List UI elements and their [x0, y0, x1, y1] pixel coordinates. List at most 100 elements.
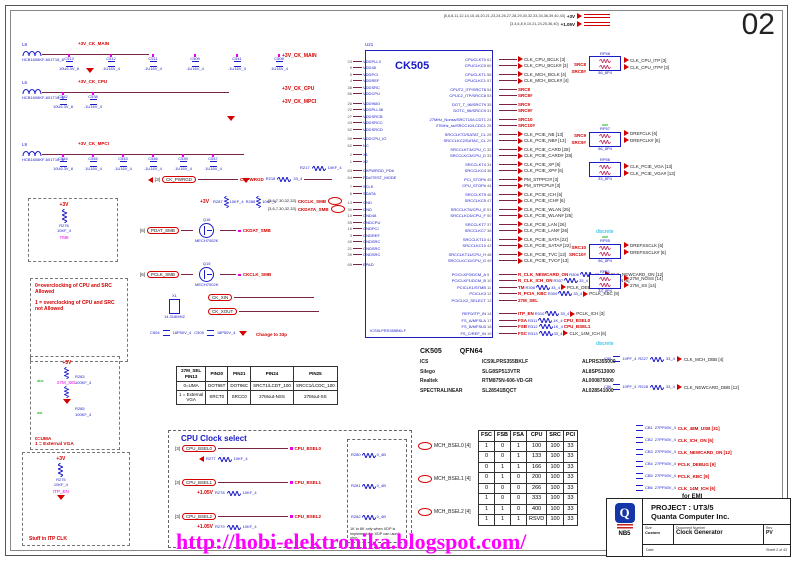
resistor-ref: R283	[75, 374, 85, 379]
cap-value: 18P50V_4	[172, 329, 192, 335]
ic-right-pin-row: PCICLK2_SELECT 13 27M_SEL	[398, 297, 790, 304]
pin-name: SRCCLKT2/SATAT_CL	[444, 131, 486, 137]
net-label: CLK_ICH_ON [6]	[677, 437, 714, 443]
net-label: R_CLK_ICH_ON	[518, 278, 553, 284]
pin-wire	[353, 263, 362, 265]
stuff-tag: use	[601, 121, 609, 127]
cap-ref: C509	[190, 55, 200, 61]
freq-table-cell: 0	[494, 493, 511, 505]
respack-ref: RP57	[599, 126, 610, 132]
resistor-ref: R276	[59, 223, 69, 228]
pin-number: 17	[487, 317, 492, 323]
pin-name: FS_A/MFSLA	[461, 317, 486, 323]
cap-value: .1U16V_4	[186, 65, 204, 71]
ground-icon	[56, 494, 65, 500]
sheet-number: 02	[741, 8, 775, 41]
pin-name: VDDPLL36	[363, 107, 384, 113]
freq-table-row: 1 0 0 333 100 33	[478, 493, 579, 505]
resistor-pack-icon	[589, 162, 621, 178]
freq-table-row: 0 1 1 166 100 33	[478, 461, 579, 473]
pin-table-header: PIN21	[227, 366, 252, 382]
pin-wire	[499, 65, 517, 67]
net-label: FSB	[518, 324, 527, 330]
resistor-value: 100KF_4	[75, 380, 92, 385]
blog-url-watermark[interactable]: http://hobi-elektronika.blogspot.com/	[176, 529, 527, 554]
pin-table-cell: 0=UMA	[175, 380, 207, 391]
sheet-ref: [6]	[140, 228, 146, 234]
vendor-name: SPECTRALINEAR	[420, 387, 463, 394]
freq-table-cell: 333	[525, 493, 548, 505]
arrow-icon	[624, 57, 629, 64]
pin-table-row: 0=UMA DOT96T DOT96C SRCT1/LCDT_100 SRCC1/LCD…	[175, 380, 338, 391]
capacitor-icon	[65, 60, 73, 67]
capacitor-icon	[613, 384, 621, 390]
net-label: CKDATA_SMB	[297, 206, 329, 212]
resistor-value: 10KF_4	[262, 198, 277, 204]
pin-number: 61	[487, 56, 492, 62]
pin-wire	[353, 60, 362, 62]
frequency-table: FSC FSB FSA CPU SRC PCI 1 0 1 100 100 33 0 0 1 133 100 3…	[478, 430, 579, 526]
logo-text: NB5	[618, 531, 631, 537]
dbb-output-rows: C85 10PF_4 R227 33_4 CLK_MCH_DBB [4] C86…	[604, 356, 739, 412]
ic-left-pin-row: 62 NC	[338, 142, 458, 149]
pin-number: 7	[349, 184, 352, 190]
resistor-ref: R313	[528, 330, 538, 336]
cap-value: 27PF50V_4	[654, 484, 676, 490]
resistor-ref: R275	[56, 477, 66, 482]
resistor-ref: R311	[528, 317, 538, 323]
tm-pull-box: +3V R276 10KF_4 TM8	[28, 198, 118, 262]
pin-wire	[353, 128, 362, 130]
resistor-value: 33_4	[573, 291, 583, 297]
freq-table-cell: 100	[546, 451, 564, 463]
freq-table-cell: 100	[546, 461, 564, 473]
pin-name: GND48	[363, 213, 377, 219]
fet-part: MECH7002K	[195, 282, 219, 288]
ic-left-pin-row: 2 X1	[338, 152, 458, 159]
cap-ref: C541	[232, 55, 242, 61]
pin-table-cell: 27Mout-SS	[292, 389, 338, 406]
pin-wire	[499, 293, 517, 295]
net-label: ITP_EN	[518, 311, 534, 317]
output-net-label: CLK_MCH_DBB [4]	[683, 356, 724, 362]
cpu-clock-select-title: CPU Clock select	[181, 434, 247, 443]
freq-table-cell: 0	[478, 451, 495, 463]
pin-number: 38	[487, 228, 492, 234]
cap-value: .1U16V_4	[228, 65, 246, 71]
pin-wire	[499, 163, 517, 165]
parts-row: ICS ICS9LPRS355BKLF ALPRS355000	[420, 359, 616, 369]
pin-number: 10	[487, 278, 492, 284]
resistor-ref: R310	[534, 311, 545, 317]
junction-dot	[109, 54, 113, 57]
inductor-icon	[22, 89, 42, 95]
buffer-row: RP51 33_8P4 27M_NOSS [14] 27M_SS	[589, 269, 666, 294]
resistor-value: 0_4B	[376, 514, 386, 520]
capacitor: C509 .1U16V_4	[174, 54, 216, 71]
pin-number: 25	[487, 123, 492, 129]
resistor-value: 33_4	[551, 284, 560, 290]
pin-wire	[499, 193, 517, 195]
net-pill: CK_XOUT	[208, 308, 238, 315]
wire	[234, 297, 315, 298]
xdp-box: R280 0_4B R281 0_4B R282 0_4B 1K to 8K o…	[347, 439, 407, 543]
freq-table-cell: 33	[562, 472, 579, 484]
cap-ref: C511	[148, 55, 158, 61]
itp-stuff-box: +3V R275 10KF_4 ITP_EN Stuff in ITP CLK	[22, 452, 130, 546]
arrow-icon	[604, 271, 610, 278]
capacitor-icon	[613, 356, 621, 362]
ic-right-pin-row: DOTC_96/SRCC9 31 SRC9#	[398, 108, 790, 115]
junction-dot	[151, 54, 155, 57]
cap-ref: CB5	[645, 472, 653, 478]
resistor-icon	[64, 367, 70, 379]
output-net-label: DREFSSCLK# [6]	[630, 249, 666, 255]
arrow-icon	[518, 257, 523, 264]
pin-wire	[499, 73, 517, 75]
net-label: CKCLK_SMB	[242, 272, 272, 278]
pin-wire	[353, 170, 362, 172]
resistor-value: 10KF_4	[327, 165, 342, 171]
ic-right-pin-row: 27MHz_ss/SRCC10/LCDC1 25 SRC10#	[398, 123, 790, 130]
pin-name: SRCCLKT5	[465, 191, 486, 197]
pin-mode-table: 27M_SEL PIN13 PIN20 PIN21 PIN24 PIN25 0=UMA D…	[175, 366, 338, 406]
pin-name: PCICLKF1/DCM_B	[451, 278, 486, 284]
decoupling-caps: C544 10U6.3V_8 C545 .1U16V_4 C543	[48, 154, 228, 171]
pin-number: 33	[487, 153, 492, 159]
